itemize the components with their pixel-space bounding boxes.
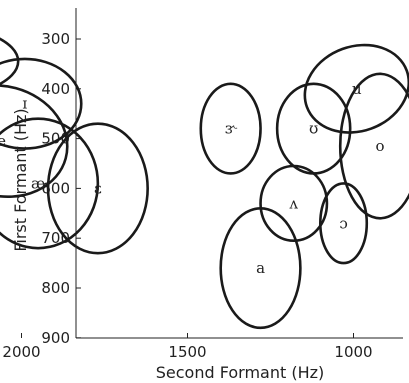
y-tick-label: 600 (41, 179, 70, 197)
x-tick-label: 1000 (334, 343, 372, 361)
y-tick-label: 800 (41, 279, 70, 297)
y-tick-label: 900 (41, 329, 70, 347)
y-axis-title: First Formant (Hz) (11, 108, 30, 251)
x-tick-label: 2000 (2, 343, 40, 361)
vowel-ellipse (0, 37, 20, 86)
vowel-ellipse (0, 57, 83, 150)
vowel-ellipses (0, 37, 409, 330)
vowel-labels: iɪeæɛɝʊuoʌɔa (0, 80, 385, 277)
vowel-label: ɪ (22, 95, 27, 113)
vowel-label: ʊ (309, 120, 318, 138)
vowel-label: ɝ (225, 120, 238, 138)
vowel-ellipse (46, 122, 149, 255)
y-tick-label: 400 (41, 80, 70, 98)
y-tick-label: 300 (41, 30, 70, 48)
vowel-ellipse (259, 164, 329, 242)
vowel-label: ɔ (339, 214, 347, 232)
vowel-label: a (256, 259, 265, 277)
vowel-ellipse (219, 207, 302, 330)
vowel-ellipse (199, 82, 262, 175)
vowel-ellipse (0, 117, 100, 250)
x-tick-label: 1500 (168, 343, 206, 361)
vowel-label: o (376, 137, 385, 155)
x-axis-title: Second Formant (Hz) (156, 363, 325, 382)
vowel-ellipse (303, 43, 409, 134)
vowel-label: æ (31, 174, 45, 192)
vowel-ellipse (338, 72, 409, 220)
vowel-ellipse (0, 84, 69, 199)
vowel-label: u (352, 80, 362, 98)
axes: 3004005006007008009002500200015001000 (2, 8, 403, 361)
vowel-label: ʌ (288, 194, 298, 212)
vowel-label: ɛ (94, 179, 102, 197)
vowel-label: e (0, 132, 6, 150)
vowel-ellipse (319, 182, 369, 265)
